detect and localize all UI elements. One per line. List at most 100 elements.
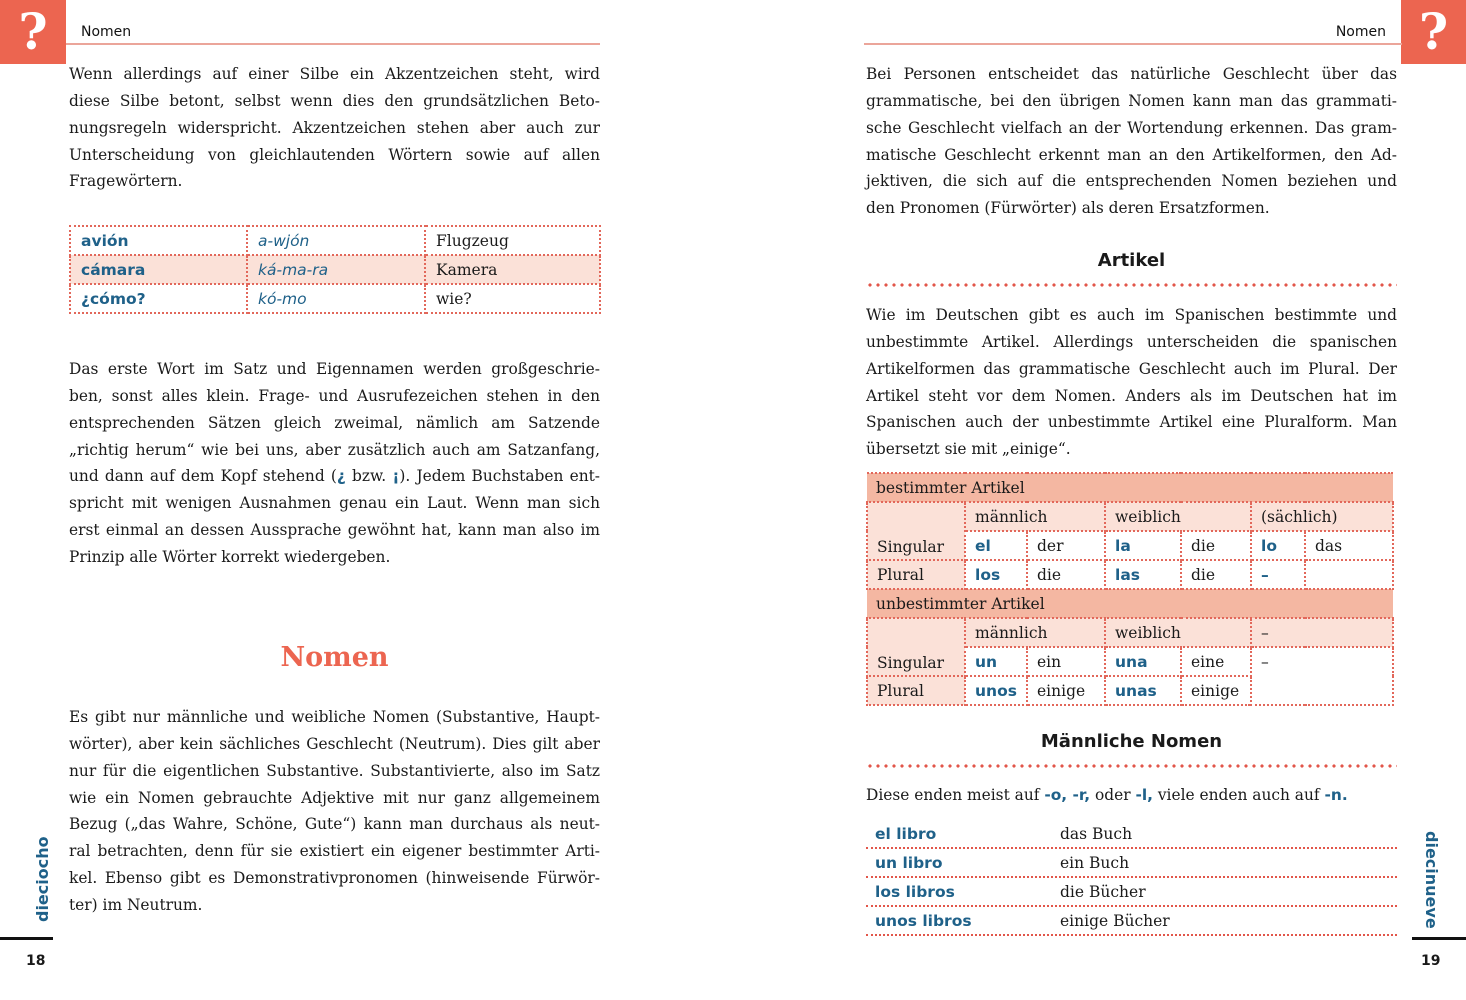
text-line: nur für die eigentlichen Substantive. Su… [69, 761, 600, 780]
german-article: die [1180, 530, 1252, 561]
gender-header: weiblich [1104, 501, 1252, 532]
gender-header: weiblich [1104, 617, 1252, 648]
running-head: Nomen [1335, 24, 1386, 40]
pronunciation: kó-mo [246, 283, 426, 314]
text-line: wie ein Nomen gebrauchte Adjektive mit n… [69, 788, 600, 807]
spanish-article: un [964, 646, 1028, 677]
text-line: jektiven, die sich auf die entsprechende… [866, 172, 1397, 191]
gender-header: männlich [964, 501, 1106, 532]
spanish-article: una [1104, 646, 1182, 677]
spanish-word: cámara [69, 254, 248, 285]
spanish-article: las [1104, 559, 1182, 590]
text-line: Das erste Wort im Satz und Eigennamen we… [69, 360, 600, 378]
row-label: Singular [866, 501, 966, 561]
spanish-article: lo [1250, 530, 1306, 561]
text-line: „richtig herum“ wie bei uns, aber zusätz… [69, 440, 600, 459]
spanish-phrase: un libro [875, 853, 943, 872]
text-line: Bei Personen entscheidet das natürliche … [866, 65, 1397, 83]
german-article: die [1180, 559, 1252, 590]
list-item: los libros die Bücher [866, 878, 1397, 907]
translation: die Bücher [1060, 882, 1146, 901]
text-line: Wie im Deutschen gibt es auch im Spanisc… [866, 306, 1397, 324]
paragraph-gender: Bei Personen entscheidet das natürliche … [866, 61, 1397, 222]
articles-heading: Artikel [1097, 250, 1166, 271]
table-section-title: unbestimmter Artikel [867, 588, 1393, 619]
footer-rule [0, 937, 53, 940]
inverted-question-mark: ¿ [336, 467, 346, 486]
running-head: Nomen [81, 24, 132, 40]
article-table: bestimmter Artikel Singular männlich wei… [866, 472, 1394, 706]
paragraph-capitalization: Das erste Wort im Satz und Eigennamen we… [69, 356, 600, 571]
endings-sentence: Diese enden meist auf -o, -r, oder -l, v… [866, 786, 1348, 804]
text-line: Artikel steht vor dem Nomen. Anders als … [866, 386, 1397, 405]
text-line: kel. Ebenso gibt es Demonstrativpronomen… [69, 869, 600, 888]
row-label: Singular [866, 617, 966, 677]
text-line: wörter), aber kein sächliches Geschlecht… [69, 734, 600, 753]
text-line: unbestimmte Artikel. Allerdings untersch… [866, 332, 1397, 351]
translation: Kamera [424, 254, 601, 285]
ending: -l, [1135, 786, 1153, 804]
row-label: Plural [866, 675, 966, 706]
footer-rule [1412, 937, 1466, 940]
header-rule [864, 43, 1402, 45]
text-line: Wenn allerdings auf einer Silbe ein Akze… [69, 65, 600, 83]
paragraph-accents: Wenn allerdings auf einer Silbe ein Akze… [69, 61, 600, 195]
side-page-word: diecinueve [1422, 831, 1441, 929]
german-article: die [1026, 559, 1106, 590]
german-article: das [1304, 530, 1394, 561]
text-line: Spanischen auch der unbestimmte Artikel … [866, 413, 1397, 432]
inverted-exclamation-mark: ¡ [392, 467, 400, 486]
text-line: grammatische, bei den übrigen Nomen kann… [866, 91, 1397, 110]
translation: das Buch [1060, 824, 1133, 843]
example-list: el libro das Buch un libro ein Buch los li… [866, 820, 1397, 936]
spanish-word: avión [69, 225, 248, 256]
german-article: der [1026, 530, 1106, 561]
text-line: sche Geschlecht vielfach an der Wortendu… [866, 118, 1397, 137]
text: oder [1090, 786, 1136, 804]
german-article [1304, 559, 1394, 590]
text: bzw. [345, 467, 393, 486]
spanish-article: la [1104, 530, 1182, 561]
german-article: ein [1026, 646, 1106, 677]
ending: -o, -r, [1044, 786, 1091, 804]
text: viele enden auch auf [1152, 786, 1325, 804]
text-line: Prinzip alle Wörter korrekt wiedergeben. [69, 547, 391, 566]
text-line: erst einmal an dessen Aussprache gewöhnt… [69, 521, 600, 540]
text-line: Es gibt nur männliche und weibliche Nome… [69, 708, 600, 726]
row-label: Plural [866, 559, 966, 590]
spanish-phrase: el libro [875, 824, 937, 843]
pronunciation: a-wjón [246, 225, 426, 256]
spanish-article: los [964, 559, 1028, 590]
text: Diese enden meist auf [866, 786, 1045, 804]
text-line: Bezug („das Wahre, Schöne, Gute“) kann m… [69, 815, 600, 834]
paragraph-articles: Wie im Deutschen gibt es auch im Spanisc… [866, 302, 1397, 463]
spanish-article: unos [964, 675, 1028, 706]
text-line: ter) im Neutrum. [69, 895, 203, 914]
spanish-article: unas [1104, 675, 1182, 706]
list-item: unos libros einige Bücher [866, 907, 1397, 936]
gender-header: männlich [964, 617, 1106, 648]
spanish-phrase: los libros [875, 882, 955, 901]
text-line: Artikelformen das grammatische Geschlech… [866, 359, 1397, 378]
accent-table: avión a-wjón Flugzeug cámara ká-ma-ra Kamera… [69, 225, 601, 314]
page-number: 19 [1421, 953, 1441, 969]
gender-header: – [1250, 617, 1394, 648]
text-line: ral betrachten, denn für sie existiert e… [69, 842, 600, 861]
spanish-article: – [1250, 559, 1306, 590]
ending: -n. [1324, 786, 1348, 804]
text-line: entsprechenden Sätzen gleich zweimal, nä… [69, 413, 600, 432]
text-line: matische Geschlecht erkennt man an den A… [866, 145, 1397, 164]
empty-neuter-cell: – [1250, 646, 1394, 706]
list-item: un libro ein Buch [866, 849, 1397, 878]
spanish-phrase: unos libros [875, 911, 972, 930]
side-page-word: dieciocho [33, 836, 52, 922]
text: ). Jedem Buchstaben ent- [399, 467, 601, 486]
text-line: nungsregeln widerspricht. Akzentzeichen … [69, 118, 600, 137]
translation: einige Bücher [1060, 911, 1170, 930]
masculine-nouns-heading: Männliche Nomen [1040, 731, 1223, 752]
header-rule [66, 43, 600, 45]
translation: ein Buch [1060, 853, 1130, 872]
question-mark-icon: ? [1401, 0, 1466, 64]
german-article: einige [1180, 675, 1252, 706]
text-line: Fragewörtern. [69, 172, 183, 191]
